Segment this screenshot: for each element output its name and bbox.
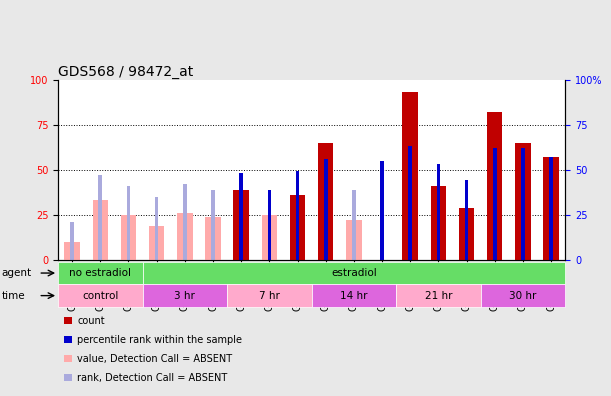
Bar: [437, 164, 440, 260]
Bar: [431, 186, 446, 260]
Bar: [290, 195, 306, 260]
Bar: [58, 262, 142, 284]
Bar: [149, 226, 164, 260]
Bar: [515, 143, 531, 260]
Text: no estradiol: no estradiol: [69, 268, 131, 278]
Text: time: time: [2, 291, 26, 301]
Text: 3 hr: 3 hr: [174, 291, 196, 301]
Bar: [487, 112, 502, 260]
Bar: [92, 200, 108, 260]
Bar: [70, 222, 74, 260]
Bar: [142, 262, 565, 284]
Bar: [268, 190, 271, 260]
Bar: [465, 181, 469, 260]
Bar: [459, 208, 474, 260]
Bar: [481, 284, 565, 307]
Bar: [262, 215, 277, 260]
Bar: [346, 220, 362, 260]
Bar: [126, 186, 130, 260]
Text: 7 hr: 7 hr: [259, 291, 280, 301]
Bar: [233, 190, 249, 260]
Bar: [352, 190, 356, 260]
Text: percentile rank within the sample: percentile rank within the sample: [77, 335, 242, 345]
Bar: [211, 190, 215, 260]
Bar: [227, 284, 312, 307]
Bar: [121, 215, 136, 260]
Bar: [380, 161, 384, 260]
Bar: [58, 284, 142, 307]
Text: 30 hr: 30 hr: [509, 291, 536, 301]
Bar: [183, 184, 186, 260]
Bar: [98, 175, 102, 260]
Bar: [324, 159, 327, 260]
Bar: [142, 284, 227, 307]
Bar: [521, 148, 525, 260]
Bar: [318, 143, 334, 260]
Text: GDS568 / 98472_at: GDS568 / 98472_at: [58, 65, 193, 78]
Bar: [240, 173, 243, 260]
Text: estradiol: estradiol: [331, 268, 377, 278]
Text: value, Detection Call = ABSENT: value, Detection Call = ABSENT: [77, 354, 232, 364]
Text: 21 hr: 21 hr: [425, 291, 452, 301]
Bar: [177, 213, 192, 260]
Bar: [403, 92, 418, 260]
Bar: [205, 217, 221, 260]
Bar: [549, 157, 553, 260]
Text: control: control: [82, 291, 119, 301]
Bar: [296, 171, 299, 260]
Text: rank, Detection Call = ABSENT: rank, Detection Call = ABSENT: [77, 373, 227, 383]
Bar: [396, 284, 481, 307]
Bar: [408, 146, 412, 260]
Bar: [493, 148, 497, 260]
Text: 14 hr: 14 hr: [340, 291, 368, 301]
Bar: [64, 242, 80, 260]
Bar: [312, 284, 396, 307]
Text: count: count: [77, 316, 104, 326]
Bar: [155, 197, 158, 260]
Text: agent: agent: [2, 268, 32, 278]
Bar: [543, 157, 559, 260]
